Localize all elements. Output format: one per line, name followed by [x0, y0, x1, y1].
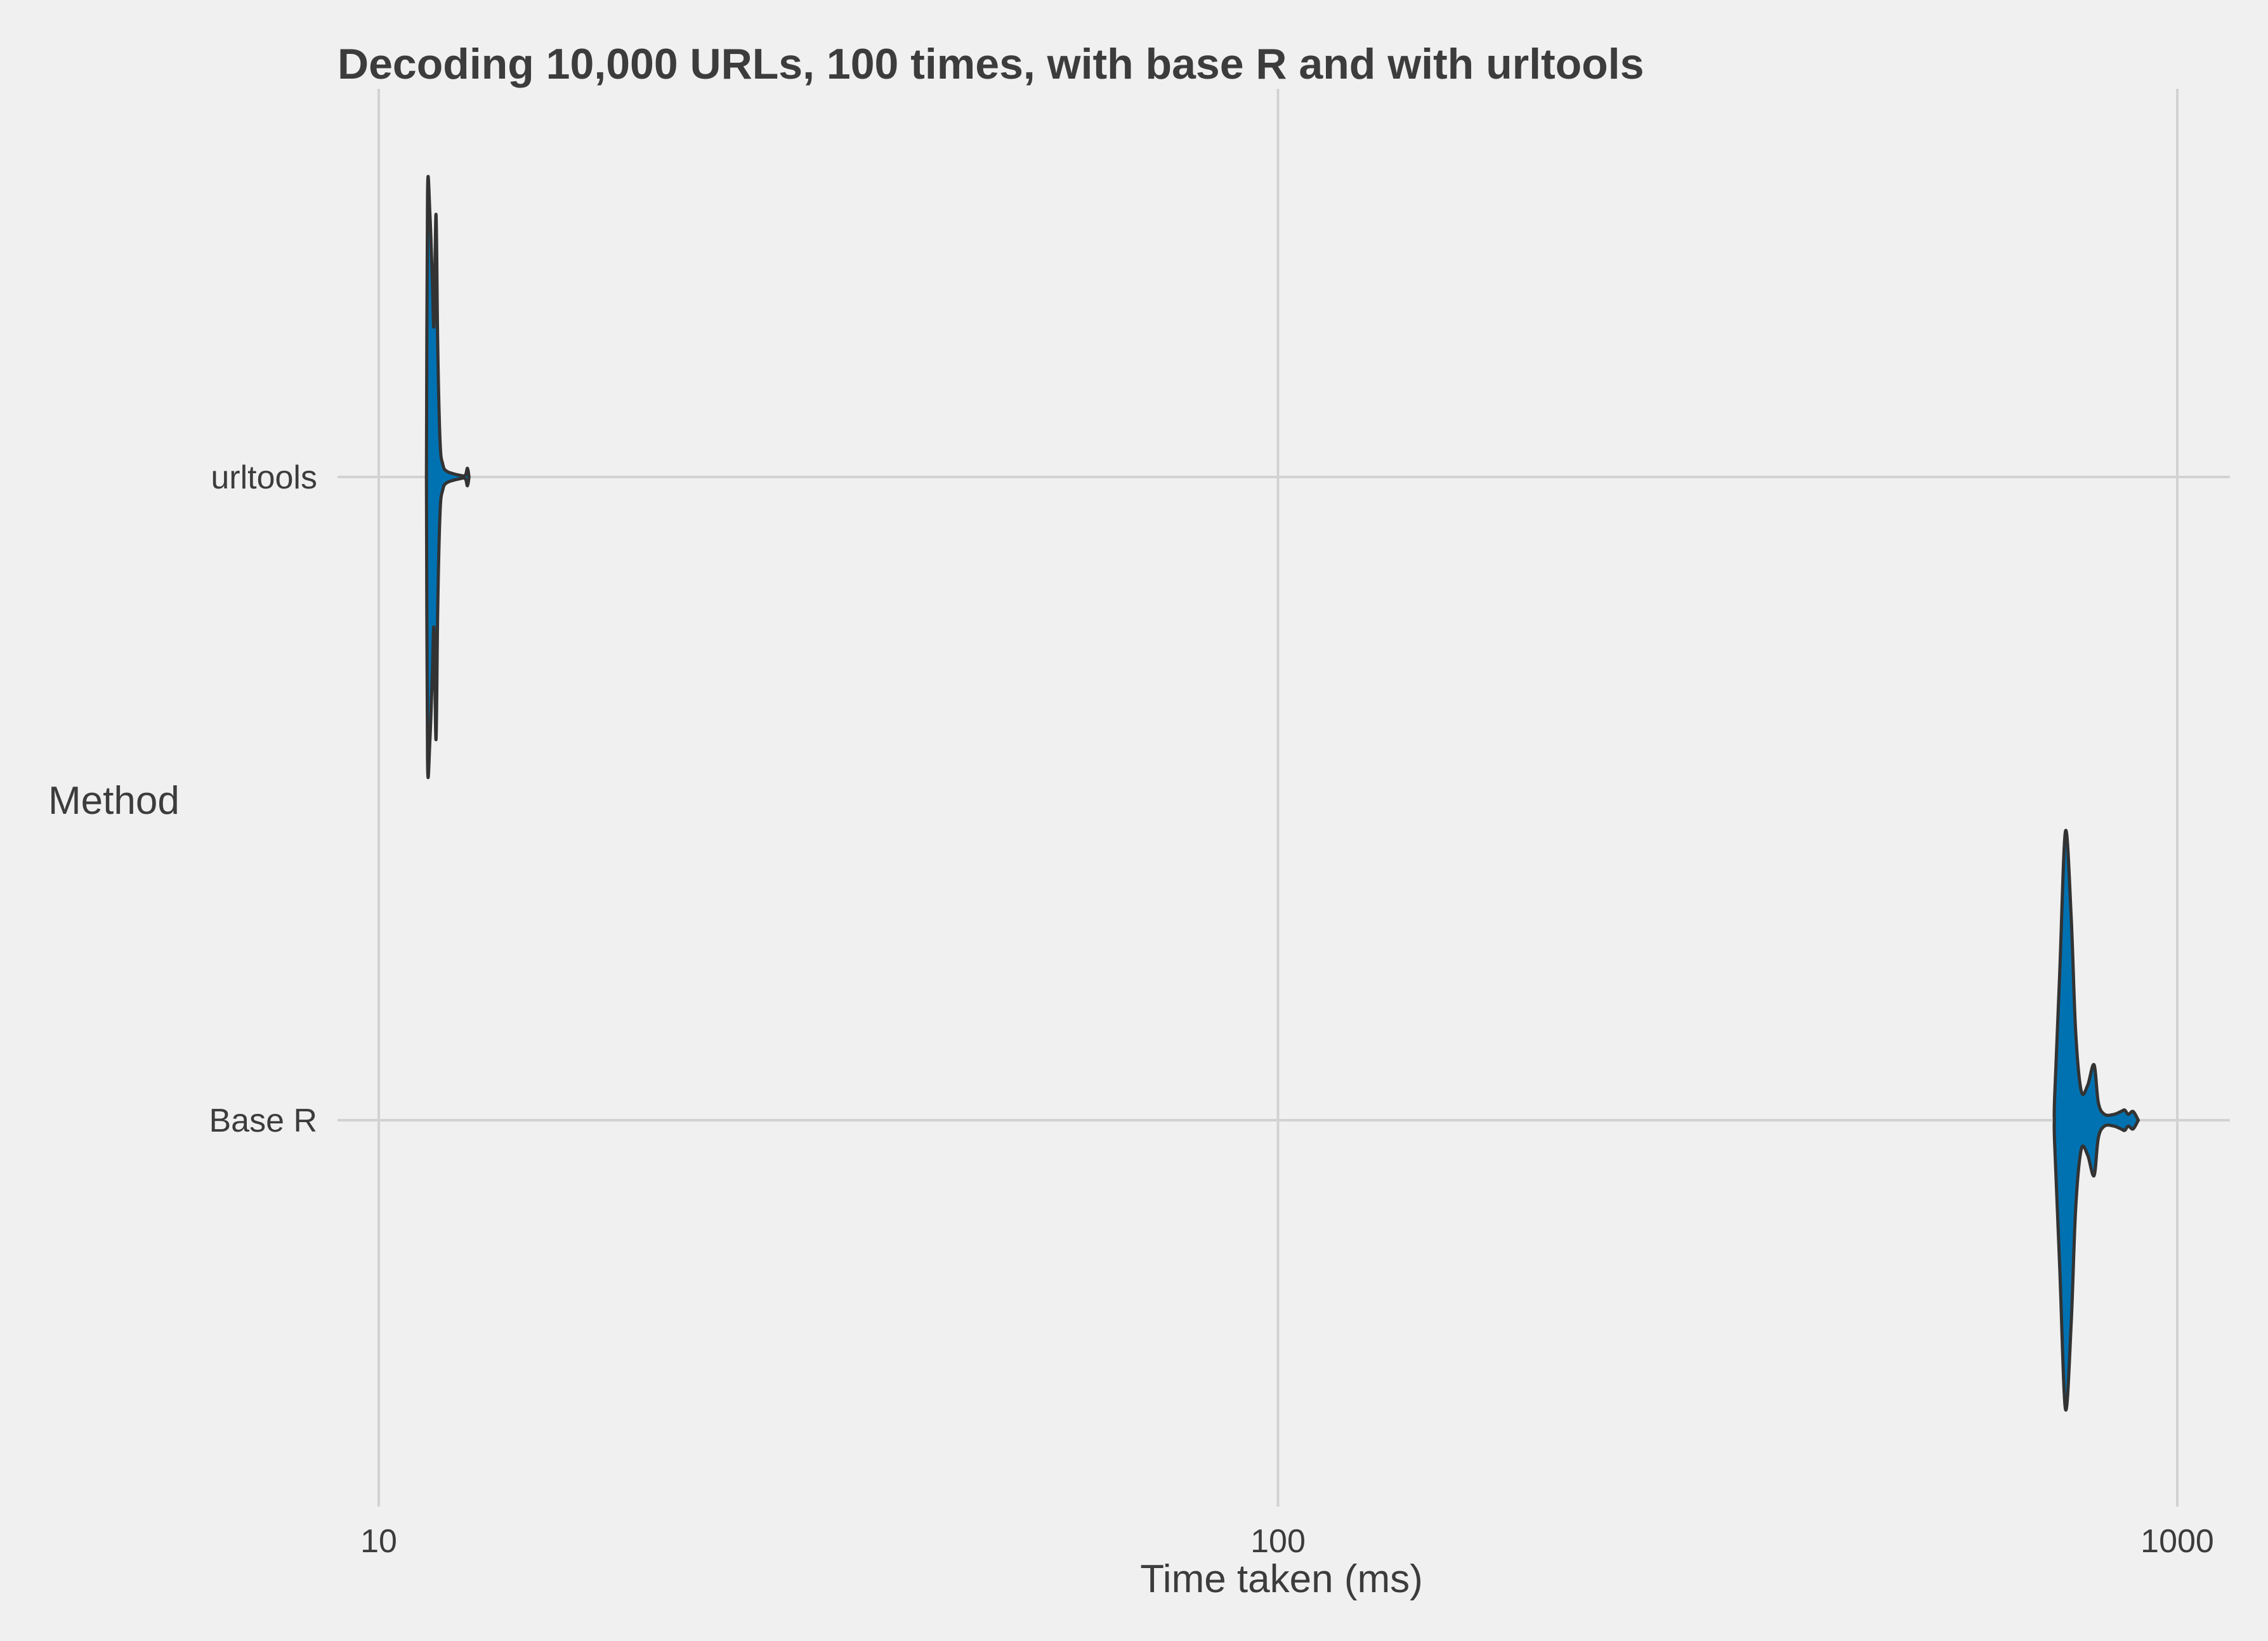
x-tick-label-10: 10: [360, 1523, 397, 1560]
x-tick-label-100: 100: [1250, 1523, 1306, 1560]
x-tick-label-1000: 1000: [2140, 1523, 2214, 1560]
violin-layer: [424, 174, 2140, 1412]
grid-layer: [338, 89, 2230, 1507]
violin-base-r: [2052, 828, 2140, 1412]
y-tick-label-urltools: urltools: [211, 459, 317, 496]
y-axis-title: Method: [48, 779, 180, 823]
y-tick-label-base-r: Base R: [209, 1102, 317, 1139]
violin-urltools: [424, 174, 471, 780]
x-axis-title: Time taken (ms): [1140, 1557, 1423, 1601]
tick-layer: 10 100 1000 urltools Base R: [209, 459, 2213, 1560]
chart-title: Decoding 10,000 URLs, 100 times, with ba…: [338, 40, 1644, 88]
